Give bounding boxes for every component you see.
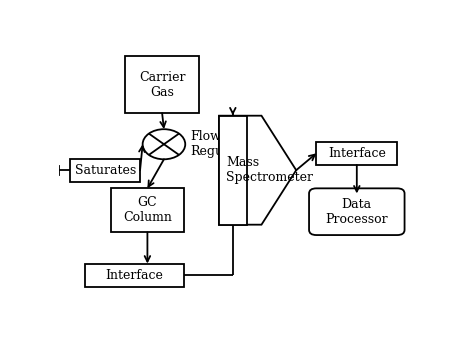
Text: Mass
Spectrometer: Mass Spectrometer xyxy=(227,156,313,184)
Polygon shape xyxy=(219,116,296,225)
Bar xyxy=(125,56,199,113)
Bar xyxy=(70,158,140,182)
Text: Carrier
Gas: Carrier Gas xyxy=(139,70,185,98)
Text: Interface: Interface xyxy=(328,147,386,160)
Text: Flow
Regulato: Flow Regulato xyxy=(191,130,248,158)
Text: Data
Processor: Data Processor xyxy=(326,198,388,226)
Circle shape xyxy=(143,129,185,159)
Text: Interface: Interface xyxy=(106,269,164,282)
Bar xyxy=(316,142,397,165)
FancyBboxPatch shape xyxy=(309,188,405,235)
Bar xyxy=(110,188,184,233)
Text: Saturates: Saturates xyxy=(74,164,136,177)
Bar xyxy=(219,116,246,225)
Bar xyxy=(85,264,184,287)
Text: GC
Column: GC Column xyxy=(123,196,172,224)
